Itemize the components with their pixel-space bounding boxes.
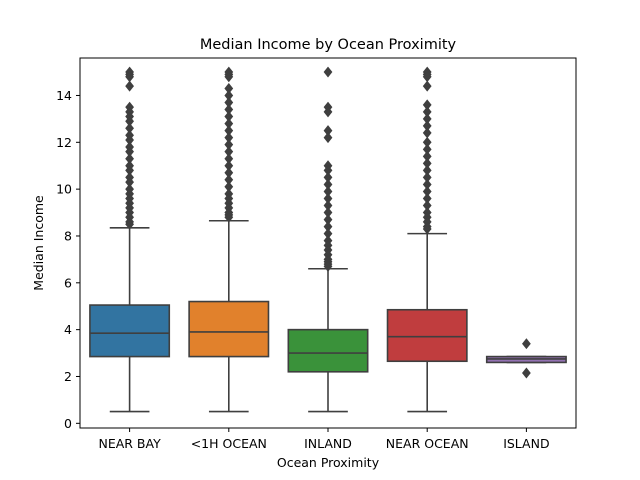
outlier-point <box>422 127 432 139</box>
box-group <box>485 338 567 379</box>
y-tick-label: 4 <box>64 322 72 337</box>
outlier-point <box>323 260 333 272</box>
x-tick-label: <1H OCEAN <box>191 436 267 451</box>
y-axis-label: Median Income <box>31 195 46 291</box>
y-tick-label: 8 <box>64 228 72 243</box>
y-tick-label: 10 <box>56 182 72 197</box>
y-axis: 0 2 4 6 8 10 12 14 <box>56 88 80 431</box>
outlier-point <box>125 80 134 92</box>
x-tick-label: NEAR BAY <box>98 436 161 451</box>
iqr-box <box>287 328 369 373</box>
outlier-point <box>422 223 432 235</box>
y-tick-label: 12 <box>56 135 72 150</box>
x-tick-label: ISLAND <box>503 436 549 451</box>
outlier-point <box>522 338 531 350</box>
outlier-point <box>422 80 432 92</box>
plot-area <box>89 66 567 413</box>
outlier-point <box>224 211 234 223</box>
y-tick-label: 14 <box>56 88 72 103</box>
box-group <box>89 66 171 413</box>
iqr-box <box>89 304 171 358</box>
outlier-point <box>125 218 134 230</box>
x-axis: NEAR BAY <1H OCEAN INLAND NEAR OCEAN ISLAND <box>98 428 550 451</box>
outlier-point <box>323 66 333 78</box>
x-tick-label: NEAR OCEAN <box>386 436 469 451</box>
y-tick-label: 0 <box>64 416 72 431</box>
outlier-point <box>323 106 333 118</box>
chart-title: Median Income by Ocean Proximity <box>200 37 457 53</box>
box-group <box>188 66 270 413</box>
outlier-point <box>323 132 333 144</box>
box-group <box>287 66 369 413</box>
y-tick-label: 2 <box>64 369 72 384</box>
iqr-box <box>386 308 468 363</box>
x-tick-label: INLAND <box>304 436 352 451</box>
box-group <box>386 66 468 413</box>
y-tick-label: 6 <box>64 275 72 290</box>
x-axis-label: Ocean Proximity <box>277 455 380 470</box>
iqr-box <box>188 300 270 358</box>
outlier-point <box>224 71 234 83</box>
outlier-point <box>522 367 531 379</box>
